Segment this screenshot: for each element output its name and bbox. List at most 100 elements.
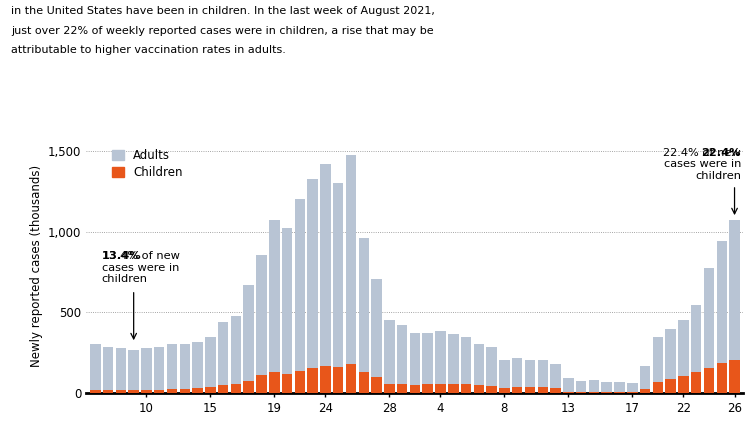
Bar [231,316,241,384]
Text: 13.4%: 13.4% [101,251,141,261]
Bar [397,325,407,384]
Bar [103,347,113,390]
Bar [141,348,152,390]
Text: 13.4% of new
cases were in
children: 13.4% of new cases were in children [101,251,179,284]
Bar [154,347,164,390]
Bar [499,388,510,393]
Bar [563,391,574,393]
Bar [333,367,343,393]
Bar [665,329,676,379]
Bar [167,388,177,393]
Bar [320,366,330,393]
Bar [538,387,548,393]
Bar [550,388,561,393]
Bar [614,382,625,391]
Bar [345,155,356,364]
Bar [538,360,548,387]
Bar [294,199,305,371]
Bar [179,388,190,393]
Bar [269,220,279,372]
Bar [448,334,459,384]
Bar [218,385,228,393]
Bar [167,344,177,388]
Bar [256,375,267,393]
Bar [525,360,535,388]
Bar [307,179,318,368]
Bar [640,388,650,393]
Bar [282,374,292,393]
Bar [179,344,190,388]
Bar [589,392,599,393]
Text: just over 22% of weekly reported cases were in children, a rise that may be: just over 22% of weekly reported cases w… [11,26,434,36]
Bar [307,368,318,393]
Bar [436,331,446,384]
Bar [423,384,433,393]
Bar [704,368,714,393]
Bar [141,390,152,393]
Bar [653,382,663,393]
Bar [410,333,420,385]
Bar [487,386,497,393]
Bar [410,385,420,393]
Bar [384,384,394,393]
Bar [192,388,203,393]
Bar [627,383,638,392]
Bar [729,360,740,393]
Bar [423,333,433,384]
Bar [436,384,446,393]
Bar [256,255,267,375]
Bar [205,337,216,387]
Bar [397,384,407,393]
Bar [602,382,612,391]
Bar [512,388,523,393]
Bar [704,268,714,368]
Bar [333,183,343,367]
Bar [358,372,369,393]
Bar [512,358,523,388]
Bar [487,347,497,386]
Text: 22.4% of new
cases were in
children: 22.4% of new cases were in children [663,148,741,181]
Bar [371,279,382,377]
Bar [116,390,126,393]
Bar [128,390,139,393]
Bar [154,390,164,393]
Bar [678,320,689,376]
Bar [602,391,612,393]
Bar [627,392,638,393]
Bar [192,342,203,388]
Bar [563,378,574,391]
Bar [103,390,113,393]
Bar [231,384,241,393]
Bar [294,371,305,393]
Bar [461,384,472,393]
Bar [448,384,459,393]
Y-axis label: Newly reported cases (thousands): Newly reported cases (thousands) [29,164,43,367]
Bar [384,320,394,384]
Bar [691,306,701,372]
Bar [716,363,727,393]
Bar [525,388,535,393]
Bar [576,381,587,392]
Bar [716,241,727,363]
Bar [461,337,472,384]
Bar [678,376,689,393]
Bar [90,390,101,393]
Bar [640,366,650,388]
Text: 22.4%: 22.4% [701,148,741,158]
Bar [576,392,587,393]
Bar [614,391,625,393]
Bar [474,385,484,393]
Bar [474,344,484,385]
Bar [269,372,279,393]
Bar [550,364,561,388]
Bar [665,379,676,393]
Bar [691,372,701,393]
Text: attributable to higher vaccination rates in adults.: attributable to higher vaccination rates… [11,45,286,55]
Bar [218,322,228,385]
Bar [243,380,254,393]
Text: in the United States have been in children. In the last week of August 2021,: in the United States have been in childr… [11,6,435,17]
Bar [320,164,330,366]
Bar [282,228,292,374]
Legend: Adults, Children: Adults, Children [112,149,182,179]
Bar [90,343,101,390]
